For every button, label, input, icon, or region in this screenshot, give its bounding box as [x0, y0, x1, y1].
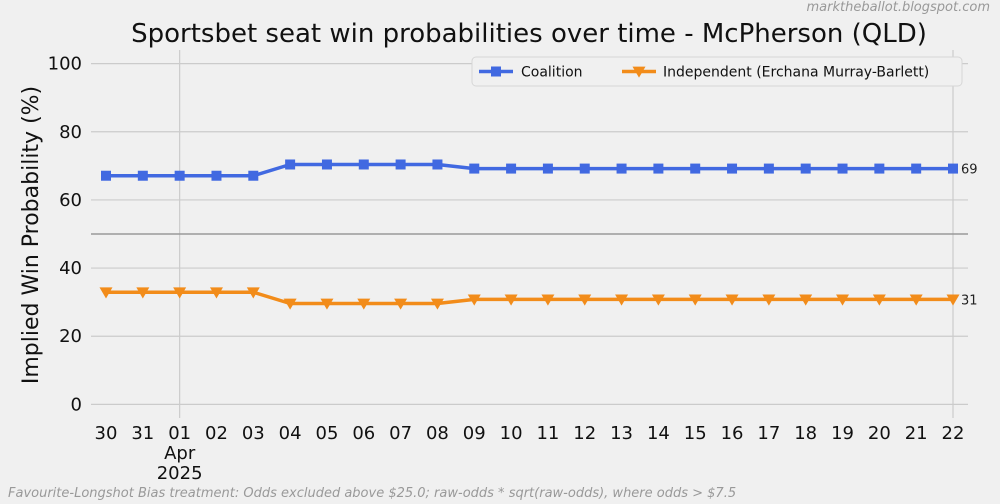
data-point	[101, 170, 111, 181]
chart-title: Sportsbet seat win probabilities over ti…	[131, 19, 927, 49]
legend-marker	[491, 66, 501, 77]
y-tick-label: 60	[59, 190, 82, 211]
x-tick-label: 10	[500, 423, 523, 444]
data-point	[615, 294, 629, 306]
data-point	[578, 294, 592, 306]
data-point	[248, 170, 259, 181]
x-tick-label: 31	[131, 423, 154, 444]
data-point	[836, 294, 850, 306]
x-tick-label: 21	[905, 423, 928, 444]
x-tick-label: 19	[831, 423, 854, 444]
data-point	[469, 163, 480, 174]
end-value-label: 31	[961, 293, 978, 308]
x-tick-label: 05	[316, 423, 339, 444]
data-point	[542, 163, 553, 174]
data-point	[874, 163, 885, 174]
data-point	[504, 294, 518, 306]
data-point	[209, 287, 223, 299]
x-tick-label: 17	[757, 423, 780, 444]
data-point	[174, 170, 185, 181]
legend-label: Independent (Erchana Murray-Barlett)	[663, 65, 929, 81]
data-point	[99, 287, 113, 299]
data-point	[579, 163, 590, 174]
plot-area: 0 20 40 60 80 100 30 31 01 02 03 04 05 06 07 08 09 10 11 12…	[48, 50, 978, 484]
data-point	[762, 294, 776, 306]
y-tick-label: 100	[48, 54, 82, 75]
x-tick-label: 16	[721, 423, 744, 444]
x-tick-label: 07	[389, 423, 412, 444]
y-tick-label: 20	[59, 326, 82, 347]
x-tick-label: 11	[536, 423, 559, 444]
data-point	[799, 294, 813, 306]
data-point	[653, 163, 664, 174]
x-tick-label: 02	[205, 423, 228, 444]
x-tick-label: 14	[647, 423, 670, 444]
watermark: marktheballot.blogspot.com	[806, 0, 990, 15]
data-point	[173, 287, 187, 299]
data-point	[872, 294, 886, 306]
x-tick-label: 04	[279, 423, 302, 444]
x-tick-label: 06	[352, 423, 375, 444]
end-value-label: 69	[961, 163, 978, 178]
x-tick-label: 30	[95, 423, 118, 444]
data-point	[211, 170, 222, 181]
data-point	[946, 294, 960, 306]
data-point	[800, 163, 811, 174]
data-point	[616, 163, 627, 174]
data-point	[688, 294, 702, 306]
data-point	[358, 159, 369, 170]
x-year-label: 2025	[157, 463, 203, 484]
x-tick-label: 09	[463, 423, 486, 444]
data-point	[137, 170, 148, 181]
y-tick-label: 0	[71, 394, 82, 415]
data-point	[541, 294, 555, 306]
x-tick-label: 22	[942, 423, 965, 444]
data-point	[285, 159, 296, 170]
series-line-1	[106, 290, 953, 306]
x-tick-label: 08	[426, 423, 449, 444]
data-point	[467, 294, 481, 306]
data-point	[837, 163, 848, 174]
legend-label: Coalition	[521, 65, 583, 81]
legend-box	[471, 56, 963, 87]
x-tick-label: 20	[868, 423, 891, 444]
x-tick-label: 01	[168, 423, 191, 444]
data-point	[432, 159, 443, 170]
data-point	[690, 163, 701, 174]
data-point	[909, 294, 923, 306]
series-line-0	[106, 162, 953, 178]
data-point	[725, 294, 739, 306]
x-tick-label: 12	[573, 423, 596, 444]
data-point	[506, 163, 517, 174]
x-tick-label: 18	[794, 423, 817, 444]
data-point	[321, 159, 332, 170]
data-point	[948, 163, 958, 174]
footnote: Favourite-Longshot Bias treatment: Odds …	[8, 486, 736, 500]
data-point	[394, 298, 408, 310]
x-tick-label: 13	[610, 423, 633, 444]
data-point	[651, 294, 665, 306]
legend-marker	[632, 66, 646, 78]
data-point	[763, 163, 774, 174]
data-point	[727, 163, 738, 174]
y-tick-label: 40	[59, 258, 82, 279]
data-point	[320, 298, 334, 310]
data-point	[430, 298, 444, 310]
x-tick-label: 03	[242, 423, 265, 444]
data-point	[911, 163, 922, 174]
data-point	[283, 298, 297, 310]
data-point	[395, 159, 406, 170]
data-point	[136, 287, 150, 299]
y-axis-label: Implied Win Probability (%)	[19, 86, 44, 384]
data-point	[246, 287, 260, 299]
data-point	[357, 298, 371, 310]
x-month-label: Apr	[164, 443, 196, 464]
x-tick-label: 15	[684, 423, 707, 444]
y-tick-label: 80	[59, 122, 82, 143]
